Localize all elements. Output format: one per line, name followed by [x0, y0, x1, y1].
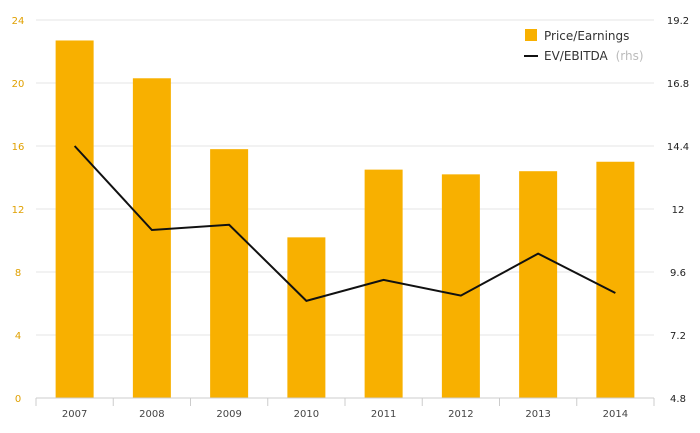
bar-2014 [596, 161, 635, 398]
legend-label-ev-ebitda: EV/EBITDA (rhs) [544, 49, 644, 63]
left-tick-8: 8 [15, 268, 21, 279]
left-tick-24: 24 [12, 16, 25, 27]
right-tick-14.4: 14.4 [667, 142, 689, 153]
x-tick-2014: 2014 [603, 409, 628, 420]
right-tick-4.8: 4.8 [670, 394, 686, 405]
legend-swatch-price-earnings [525, 29, 537, 41]
x-tick-2010: 2010 [294, 409, 319, 420]
x-tick-2013: 2013 [525, 409, 550, 420]
bar-2012 [441, 174, 480, 398]
bar-2013 [519, 171, 558, 398]
x-tick-2008: 2008 [139, 409, 164, 420]
legend-label-ev-ebitda-name: EV/EBITDA [544, 49, 609, 63]
right-tick-7.2: 7.2 [670, 331, 686, 342]
axes [35, 397, 655, 406]
bar-2010 [287, 237, 326, 398]
x-tick-2012: 2012 [448, 409, 473, 420]
right-tick-9.6: 9.6 [670, 268, 686, 279]
bar-2009 [210, 149, 249, 398]
bar-2007 [55, 40, 94, 398]
left-tick-12: 12 [12, 205, 25, 216]
bar-series-price-earnings [55, 40, 635, 399]
gridlines [36, 19, 654, 336]
right-tick-12: 12 [672, 205, 685, 216]
right-axis-ticks: 4.8 7.2 9.6 12 14.4 16.8 19.2 [667, 16, 689, 405]
line-series-ev-ebitda [73, 145, 616, 302]
right-tick-16.8: 16.8 [667, 79, 689, 90]
left-tick-0: 0 [15, 394, 21, 405]
x-tick-2011: 2011 [371, 409, 396, 420]
legend-label-ev-ebitda-suffix: (rhs) [616, 49, 644, 63]
left-tick-4: 4 [15, 331, 21, 342]
legend-label-price-earnings: Price/Earnings [544, 29, 629, 43]
line-ev-ebitda [73, 145, 616, 302]
left-tick-16: 16 [12, 142, 25, 153]
x-axis-ticks: 2007 2008 2009 2010 2011 2012 2013 2014 [62, 409, 628, 420]
right-tick-19.2: 19.2 [667, 16, 689, 27]
legend: Price/Earnings EV/EBITDA (rhs) [524, 29, 644, 63]
left-tick-20: 20 [12, 79, 25, 90]
x-tick-2007: 2007 [62, 409, 87, 420]
left-axis-ticks: 0 4 8 12 16 20 24 [12, 16, 25, 405]
bar-2008 [132, 78, 171, 399]
x-tick-2009: 2009 [216, 409, 241, 420]
